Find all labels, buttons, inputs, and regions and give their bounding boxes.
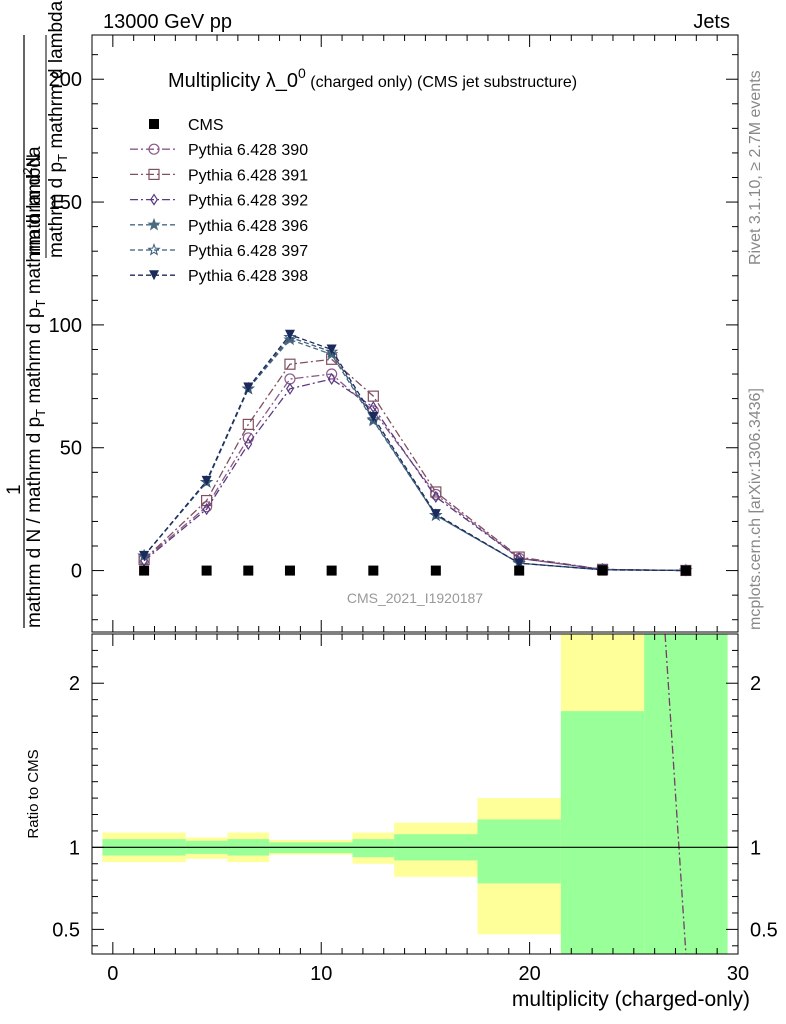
legend: CMS Pythia 6.428 390 Pythia 6.428 391 Pythi…: [130, 117, 308, 285]
data-point: [139, 550, 150, 561]
data-point: [326, 368, 338, 380]
data-point: [147, 243, 161, 256]
data-point: [514, 565, 525, 576]
legend-label: Pythia 6.428 397: [188, 243, 308, 260]
ratio-ylabel: Ratio to CMS: [25, 749, 42, 838]
data-point: [242, 418, 254, 431]
stat-uncertainty-band: [477, 819, 561, 884]
data-point: [284, 373, 296, 385]
data-point: [430, 509, 441, 520]
data-point: [243, 565, 254, 576]
data-point: [368, 565, 379, 576]
data-point: [286, 382, 294, 395]
series-line: [143, 358, 686, 572]
data-point: [680, 565, 691, 576]
data-point: [430, 486, 442, 498]
rivet-label: Rivet 3.1.10, ≥ 2.7M events: [747, 70, 764, 265]
ratio-curve: [664, 634, 687, 954]
series-3: [140, 372, 690, 577]
data-point: [244, 437, 253, 451]
data-point: [201, 475, 212, 486]
ratio-x-tick-label: 0: [107, 963, 118, 985]
data-point: [597, 565, 608, 576]
ylabel-denominator: mathrm d N / mathrm d pT mathrm d pT mat…: [24, 146, 48, 628]
data-point: [149, 119, 159, 129]
y-tick-label: 50: [60, 438, 82, 460]
data-point: [201, 565, 212, 576]
series-line: [143, 373, 686, 572]
data-point: [284, 329, 295, 340]
header-right: Jets: [693, 11, 730, 33]
data-point: [430, 565, 441, 576]
main-ylabel: 1 mathrm d N / mathrm d pT mathrm d pT m…: [4, 0, 70, 628]
data-point: [147, 217, 161, 231]
ylabel-prefix-num: 1: [4, 484, 25, 495]
legend-label: Pythia 6.428 391: [188, 167, 308, 184]
series-line: [143, 333, 686, 572]
ylabel-inner-denominator: mathrm d pT mathrm d lambda: [46, 0, 70, 258]
mcplots-label: mcplots.cern.ch [arXiv:1306.3436]: [747, 388, 764, 630]
ylabel-inner-numerator: mathrm d2N: [20, 154, 45, 255]
data-point: [326, 565, 337, 576]
y-tick-label: 100: [49, 315, 82, 337]
cms-data: [139, 565, 691, 576]
ratio-bands: [102, 634, 728, 954]
ratio-x-tick-label: 30: [727, 963, 749, 985]
data-point: [514, 558, 525, 569]
watermark: CMS_2021_I1920187: [347, 590, 483, 606]
data-point: [149, 270, 159, 281]
legend-label: Pythia 6.428 390: [188, 142, 308, 159]
series-line: [143, 338, 686, 572]
series-5: [137, 330, 693, 577]
data-point: [148, 143, 160, 155]
ratio-y-tick-label: 0.5: [52, 919, 80, 941]
series-line: [143, 378, 686, 572]
ratio-x-tick-label: 10: [310, 963, 332, 985]
data-point: [150, 193, 158, 206]
series-4: [137, 332, 693, 577]
main-panel: 0 50 100 150 200 Multiplicity λ_00 (charged o…: [49, 34, 739, 633]
data-point: [201, 501, 213, 513]
ratio-y-tick-label-right: 0.5: [750, 919, 778, 941]
stat-uncertainty-band: [560, 711, 645, 954]
ratio-frame: [91, 633, 739, 955]
ratio-y-tick-label: 1: [69, 837, 80, 859]
y-tick-label: 200: [49, 69, 82, 91]
legend-label: Pythia 6.428 392: [188, 193, 308, 210]
data-point: [202, 503, 211, 516]
data-point: [327, 372, 336, 386]
series-2: [138, 353, 692, 577]
ratio-y-tick-label-right: 1: [750, 837, 761, 859]
series-6: [139, 329, 691, 576]
legend-label: Pythia 6.428 398: [188, 268, 308, 285]
main-frame: [91, 34, 739, 633]
data-point: [326, 344, 337, 355]
data-point: [243, 382, 254, 393]
data-point: [139, 565, 150, 576]
y-tick-label: 0: [71, 561, 82, 583]
chart-title: Multiplicity λ_00 (charged only) (CMS je…: [168, 65, 577, 92]
ratio-x-tick-label: 20: [518, 963, 540, 985]
y-tick-label: 150: [49, 192, 82, 214]
data-point: [148, 168, 160, 180]
header-left: 13000 GeV pp: [103, 11, 232, 33]
legend-label: Pythia 6.428 396: [188, 218, 308, 235]
data-point: [431, 490, 440, 503]
data-point: [284, 358, 296, 370]
ratio-y-tick-label: 2: [69, 673, 80, 695]
stat-uncertainty-band: [352, 839, 395, 858]
ratio-y-tick-label-right: 2: [750, 673, 761, 695]
data-point: [284, 565, 295, 576]
x-axis-label: multiplicity (charged-only): [512, 988, 750, 1011]
series-line: [143, 336, 686, 572]
data-point: [368, 412, 379, 423]
stat-uncertainty-band: [644, 634, 728, 954]
legend-label: CMS: [188, 117, 224, 134]
